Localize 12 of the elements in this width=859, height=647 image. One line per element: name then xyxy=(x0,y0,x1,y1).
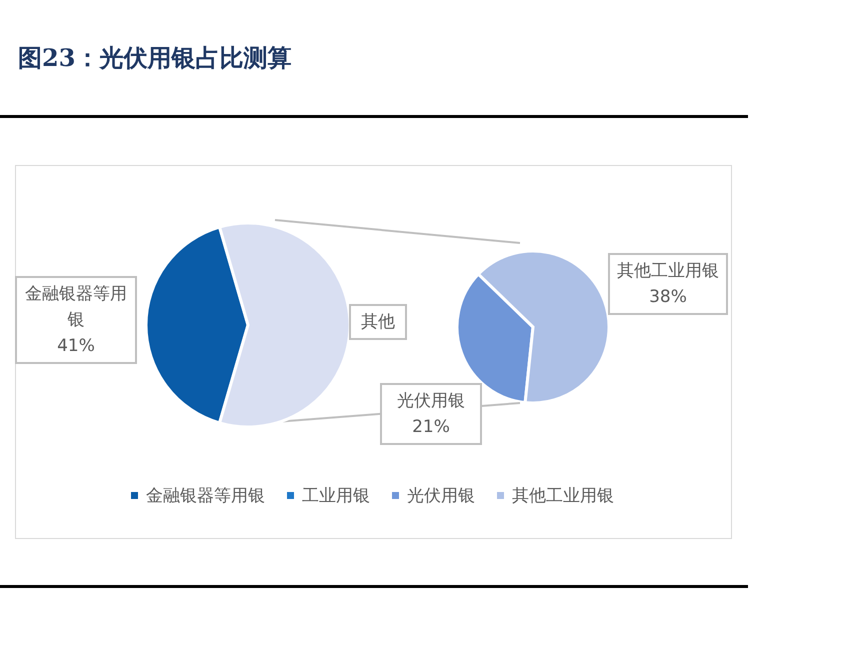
slice-label: 其他 xyxy=(360,311,396,334)
data-label: 38% xyxy=(648,286,688,309)
legend-label: 光伏用银 xyxy=(407,485,475,507)
legend-label: 其他工业用银 xyxy=(512,485,614,507)
chart-title: 图23：光伏用银占比测算 xyxy=(18,42,292,74)
legend-label: 金融银器等用银 xyxy=(146,485,265,507)
data-label: 21% xyxy=(411,416,451,439)
slice-label: 金融银器等用银 xyxy=(24,283,128,332)
legend-label: 工业用银 xyxy=(302,485,370,507)
slice-label: 其他工业用银 xyxy=(616,260,720,283)
slice-label: 光伏用银 xyxy=(396,390,466,413)
data-label: 41% xyxy=(56,335,96,358)
